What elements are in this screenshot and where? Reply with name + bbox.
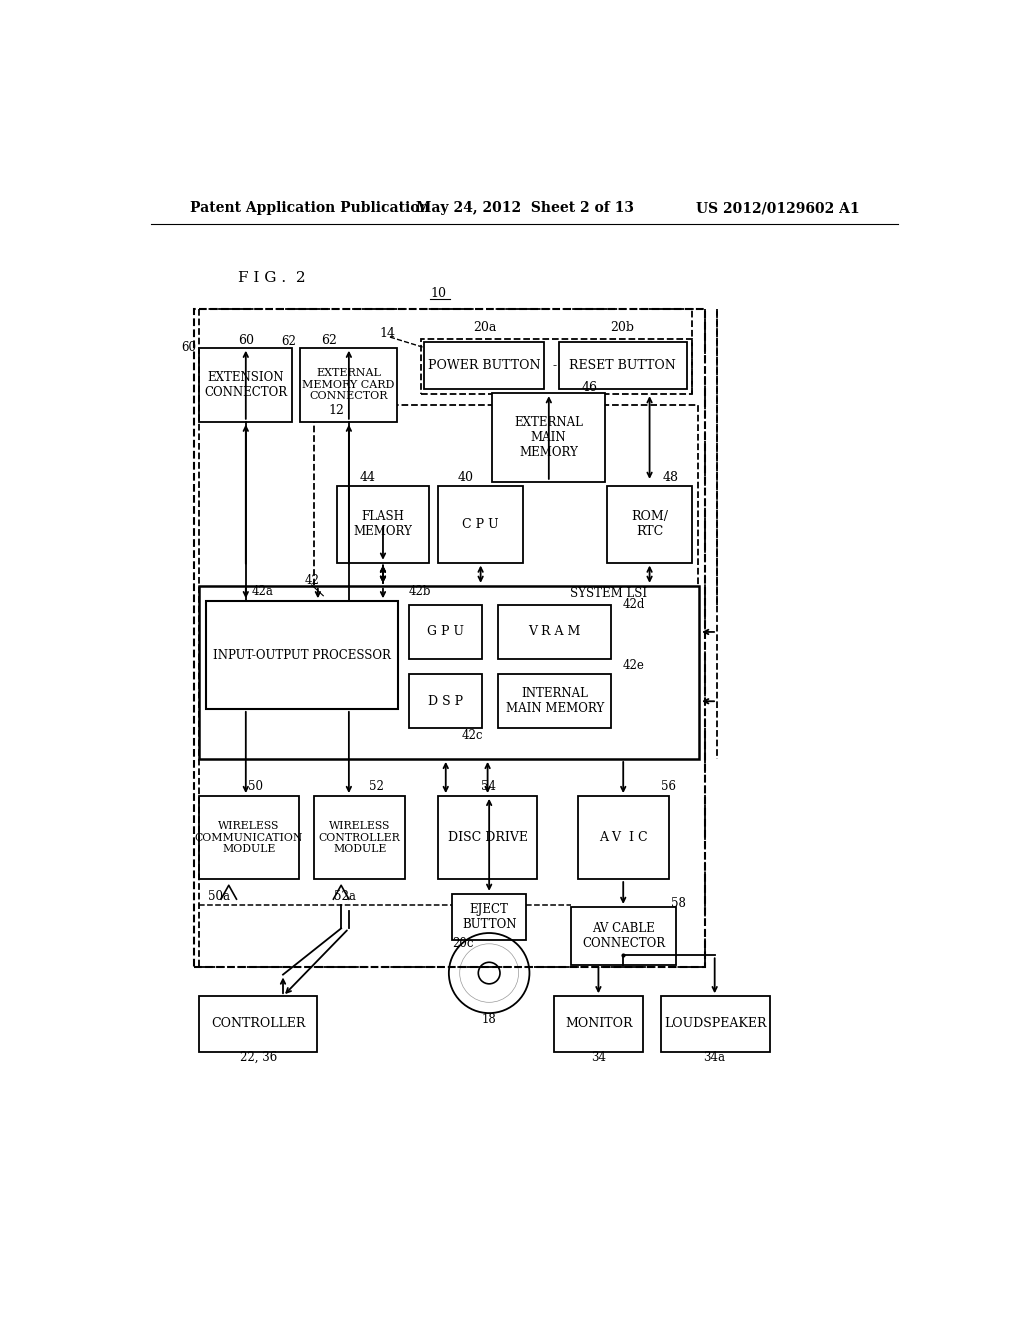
Text: 18: 18 <box>481 1012 497 1026</box>
Bar <box>200 348 292 422</box>
Bar <box>300 348 397 422</box>
Bar <box>206 601 397 709</box>
Text: 52a: 52a <box>334 890 356 903</box>
Text: C P U: C P U <box>462 517 499 531</box>
Bar <box>607 486 692 562</box>
Text: 42c: 42c <box>461 730 482 742</box>
Bar <box>499 605 611 659</box>
Text: FLASH
MEMORY: FLASH MEMORY <box>353 510 413 539</box>
Text: 20b: 20b <box>610 321 635 334</box>
Text: CONTROLLER: CONTROLLER <box>211 1018 305 1031</box>
Text: 60: 60 <box>238 334 254 347</box>
Bar <box>409 605 482 659</box>
Text: 20c: 20c <box>452 937 473 950</box>
Text: 42: 42 <box>305 574 319 587</box>
Text: 50: 50 <box>248 780 262 793</box>
Text: 62: 62 <box>282 335 296 348</box>
Bar <box>438 796 538 879</box>
Bar <box>200 586 699 759</box>
Text: EXTENSION
CONNECTOR: EXTENSION CONNECTOR <box>204 371 288 399</box>
Text: LOUDSPEAKER: LOUDSPEAKER <box>665 1018 767 1031</box>
Text: 34a: 34a <box>702 1051 725 1064</box>
Bar <box>452 894 526 940</box>
Text: RESET BUTTON: RESET BUTTON <box>569 359 676 372</box>
Text: Patent Application Publication: Patent Application Publication <box>190 202 430 215</box>
Bar <box>438 486 523 562</box>
Text: 10: 10 <box>430 286 446 300</box>
Text: SYSTEM LSI: SYSTEM LSI <box>569 587 647 601</box>
Text: 34: 34 <box>591 1051 606 1064</box>
Bar <box>421 339 692 395</box>
Text: 42e: 42e <box>623 659 644 672</box>
Text: 52: 52 <box>369 780 383 793</box>
Text: 20a: 20a <box>473 321 497 334</box>
Text: DISC DRIVE: DISC DRIVE <box>447 832 527 843</box>
Text: V R A M: V R A M <box>528 626 581 639</box>
Text: AV CABLE
CONNECTOR: AV CABLE CONNECTOR <box>582 921 666 949</box>
Text: EXTERNAL
MAIN
MEMORY: EXTERNAL MAIN MEMORY <box>514 416 583 459</box>
Text: May 24, 2012  Sheet 2 of 13: May 24, 2012 Sheet 2 of 13 <box>416 202 634 215</box>
Text: -: - <box>553 359 557 372</box>
Bar <box>571 907 676 965</box>
Bar <box>337 486 429 562</box>
Text: 42d: 42d <box>623 598 645 611</box>
Text: A V  I C: A V I C <box>599 832 647 843</box>
Text: 12: 12 <box>328 404 344 417</box>
Text: 46: 46 <box>582 380 597 393</box>
Bar <box>554 997 643 1052</box>
Text: 60: 60 <box>181 342 197 354</box>
Text: 42a: 42a <box>252 585 273 598</box>
Text: EJECT
BUTTON: EJECT BUTTON <box>462 903 516 931</box>
Text: F I G .  2: F I G . 2 <box>238 271 306 285</box>
Text: INTERNAL
MAIN MEMORY: INTERNAL MAIN MEMORY <box>506 688 604 715</box>
Bar <box>194 309 706 966</box>
Text: ROM/
RTC: ROM/ RTC <box>631 510 668 539</box>
Text: 14: 14 <box>380 327 396 341</box>
Text: 48: 48 <box>663 471 679 484</box>
Bar <box>314 405 697 737</box>
Text: WIRELESS
COMMUNICATION
MODULE: WIRELESS COMMUNICATION MODULE <box>195 821 303 854</box>
Text: 42b: 42b <box>409 585 431 598</box>
Bar <box>493 393 604 482</box>
Bar <box>314 796 406 879</box>
Text: INPUT-OUTPUT PROCESSOR: INPUT-OUTPUT PROCESSOR <box>213 648 390 661</box>
Bar <box>499 675 611 729</box>
Text: 62: 62 <box>322 334 338 347</box>
Text: 56: 56 <box>660 780 676 793</box>
Text: 50a: 50a <box>209 890 230 903</box>
Text: US 2012/0129602 A1: US 2012/0129602 A1 <box>696 202 859 215</box>
Text: EXTERNAL
MEMORY CARD
CONNECTOR: EXTERNAL MEMORY CARD CONNECTOR <box>302 368 394 401</box>
Bar <box>662 997 770 1052</box>
Text: 58: 58 <box>671 898 686 911</box>
Bar <box>409 675 482 729</box>
Text: 40: 40 <box>457 471 473 484</box>
Text: 54: 54 <box>481 780 496 793</box>
Text: POWER BUTTON: POWER BUTTON <box>428 359 541 372</box>
Text: MONITOR: MONITOR <box>565 1018 633 1031</box>
Text: D S P: D S P <box>428 694 463 708</box>
Text: 22, 36: 22, 36 <box>240 1051 276 1064</box>
Bar <box>578 796 669 879</box>
Bar <box>200 796 299 879</box>
Text: 44: 44 <box>359 471 376 484</box>
Bar <box>559 342 687 389</box>
Bar <box>200 997 317 1052</box>
Text: WIRELESS
CONTROLLER
MODULE: WIRELESS CONTROLLER MODULE <box>318 821 400 854</box>
Bar <box>424 342 544 389</box>
Text: G P U: G P U <box>427 626 464 639</box>
